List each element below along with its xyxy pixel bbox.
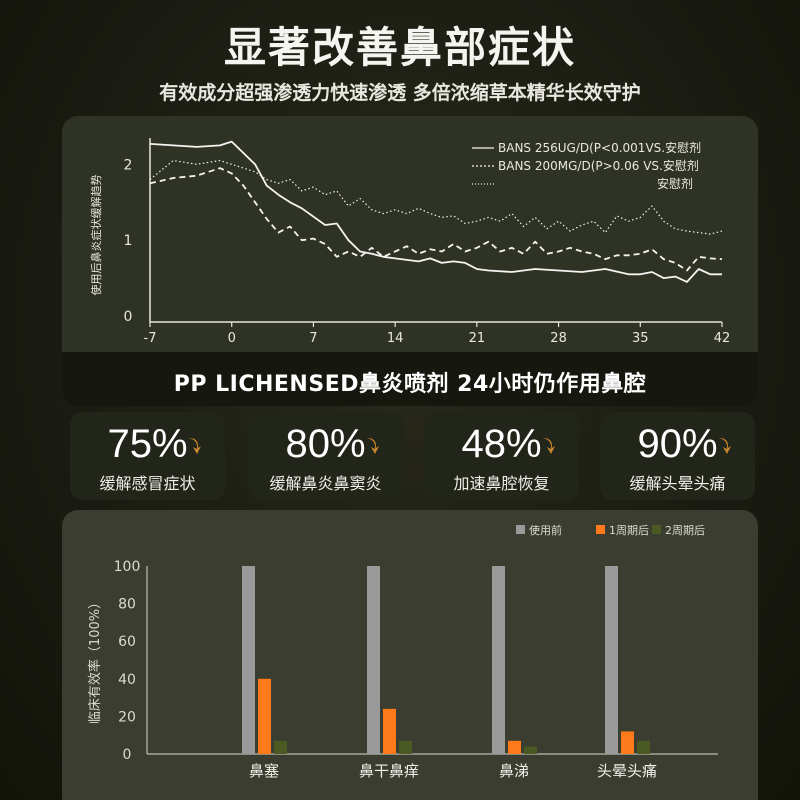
- x-tick-label: 28: [550, 331, 567, 346]
- legend-label-3: 安慰剂: [657, 176, 693, 191]
- bar-1: [605, 566, 618, 754]
- y-tick-label: 100: [114, 559, 141, 575]
- series-line-2: [149, 167, 723, 272]
- stat-value: 48%: [461, 422, 542, 466]
- legend-label-3: 2周期后: [665, 524, 705, 537]
- category-label: 鼻涕: [499, 762, 529, 780]
- bar-3: [637, 740, 650, 754]
- legend-swatch-1: [516, 525, 525, 534]
- bar-2: [508, 740, 521, 754]
- x-tick-label: 14: [387, 331, 404, 346]
- efficacy-bar-chart: 使用前 1周期后 2周期后 0 20 40 60 80 100 临床有效率（100%） 鼻塞 鼻干鼻痒…: [87, 523, 718, 780]
- stat-card-cold: 75% 缓解感冒症状: [70, 412, 225, 500]
- y-tick-label: 1: [124, 233, 133, 249]
- stat-value: 80%: [285, 422, 366, 466]
- bar-3: [524, 746, 537, 754]
- banner-text: PP LICHENSED鼻炎喷剂 24小时仍作用鼻腔: [173, 372, 647, 397]
- down-arrow-icon: [719, 438, 731, 454]
- stat-label: 加速鼻腔恢复: [453, 474, 550, 493]
- y-tick-label: 20: [118, 709, 136, 725]
- stat-value: 75%: [107, 422, 188, 466]
- down-arrow-icon: [543, 438, 555, 454]
- stat-card-rhinitis: 80% 缓解鼻炎鼻窦炎: [248, 412, 403, 500]
- y-axis-label: 临床有效率（100%）: [87, 596, 103, 724]
- stat-label: 缓解鼻炎鼻窦炎: [269, 474, 382, 493]
- y-tick-label: 40: [118, 672, 136, 688]
- bar-1: [492, 566, 505, 754]
- stat-card-recovery: 48% 加速鼻腔恢复: [424, 412, 579, 500]
- legend-label-1: 使用前: [529, 523, 562, 537]
- series-line-1: [149, 140, 722, 283]
- efficacy-chart-panel: 使用前 1周期后 2周期后 0 20 40 60 80 100 临床有效率（100%） 鼻塞 鼻干鼻痒…: [62, 510, 758, 800]
- bar-1: [367, 566, 380, 754]
- bar-3: [274, 740, 287, 754]
- banner-bar: [62, 352, 758, 406]
- bar-2: [258, 678, 271, 754]
- legend-label-1: BANS 256UG/D(P<0.001VS.安慰剂: [498, 140, 701, 155]
- series-line-3: [149, 159, 723, 235]
- category-label: 鼻塞: [249, 762, 279, 780]
- x-tick-label: 35: [632, 331, 649, 346]
- stat-label: 缓解头晕头痛: [629, 474, 726, 493]
- stat-value: 90%: [637, 422, 718, 466]
- y-tick-label: 0: [124, 309, 133, 325]
- x-tick-label: 21: [469, 331, 486, 346]
- x-tick-label: 42: [714, 331, 731, 346]
- x-tick-label: 7: [309, 331, 317, 346]
- y-tick-label: 0: [123, 747, 132, 763]
- page-subtitle: 有效成分超强渗透力快速渗透 多倍浓缩草本精华长效守护: [159, 82, 641, 104]
- page-title: 显著改善鼻部症状: [223, 23, 576, 72]
- trend-chart-panel: -7 0 7 14 21 28 35 42 0 1 2 使用后鼻炎症状缓解趋势 BANS 256UG/D…: [62, 116, 758, 406]
- stat-label: 缓解感冒症状: [99, 474, 196, 493]
- bar-1: [242, 566, 255, 754]
- x-tick-label: -7: [144, 331, 157, 346]
- y-tick-label: 2: [124, 157, 133, 173]
- legend-swatch-3: [652, 525, 661, 534]
- bar-2: [621, 731, 634, 754]
- bar-2: [383, 708, 396, 754]
- bar-3: [399, 740, 412, 754]
- trend-line-chart: -7 0 7 14 21 28 35 42 0 1 2 使用后鼻炎症状缓解趋势 BANS 256UG/D…: [89, 138, 731, 346]
- stat-card-headache: 90% 缓解头晕头痛: [600, 412, 755, 500]
- y-tick-label: 60: [118, 634, 136, 650]
- down-arrow-icon: [189, 438, 201, 454]
- legend-label-2: 1周期后: [609, 524, 649, 537]
- category-label: 鼻干鼻痒: [359, 762, 419, 780]
- down-arrow-icon: [367, 438, 379, 454]
- legend-label-2: BANS 200MG/D(P>0.06 VS.安慰剂: [498, 158, 699, 173]
- legend-swatch-2: [596, 525, 605, 534]
- x-tick-label: 0: [228, 331, 236, 346]
- category-label: 头晕头痛: [597, 762, 657, 780]
- y-tick-label: 80: [118, 597, 136, 613]
- y-axis-label: 使用后鼻炎症状缓解趋势: [89, 175, 103, 296]
